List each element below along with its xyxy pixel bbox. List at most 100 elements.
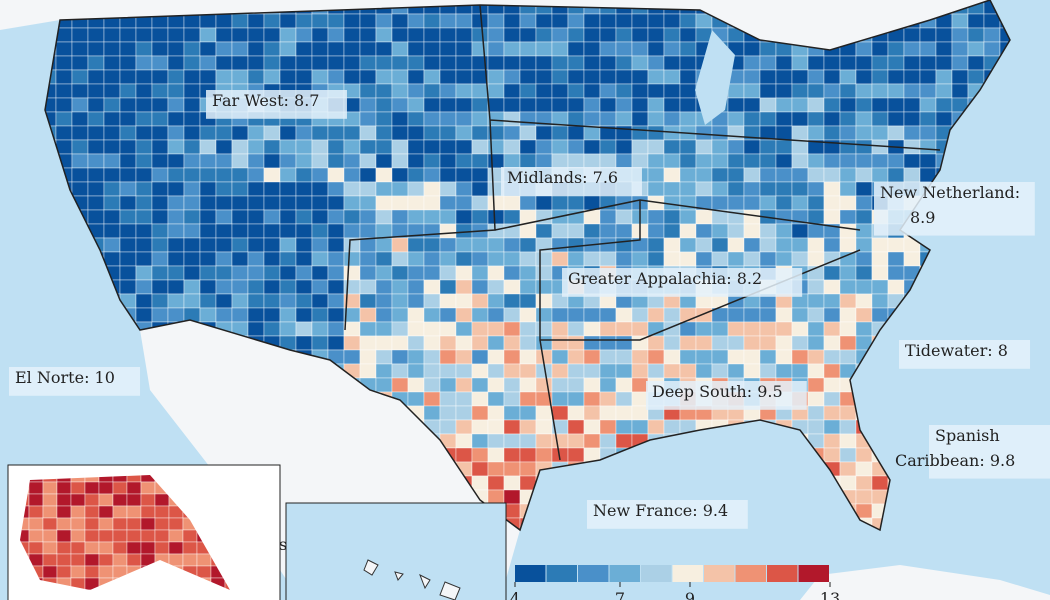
county bbox=[375, 69, 393, 85]
county bbox=[343, 181, 361, 197]
county bbox=[823, 349, 841, 365]
label-box bbox=[587, 500, 748, 529]
county bbox=[343, 153, 361, 169]
county bbox=[823, 111, 841, 127]
county bbox=[71, 125, 89, 141]
county bbox=[423, 167, 441, 183]
county bbox=[375, 97, 393, 113]
county bbox=[631, 349, 649, 365]
county bbox=[231, 153, 249, 169]
label-text: Tidewater: 8 bbox=[905, 341, 1008, 360]
county bbox=[247, 125, 265, 141]
county bbox=[439, 139, 457, 155]
county bbox=[503, 69, 521, 85]
county bbox=[743, 195, 761, 211]
county bbox=[871, 97, 889, 113]
county bbox=[215, 223, 233, 239]
county bbox=[439, 307, 457, 323]
county bbox=[423, 125, 441, 141]
county bbox=[70, 517, 86, 531]
county bbox=[391, 111, 409, 127]
county bbox=[455, 237, 473, 253]
county bbox=[439, 237, 457, 253]
county bbox=[471, 181, 489, 197]
cuba bbox=[800, 565, 1050, 600]
county bbox=[279, 153, 297, 169]
county bbox=[887, 153, 905, 169]
county bbox=[455, 69, 473, 85]
county bbox=[151, 181, 169, 197]
county bbox=[663, 139, 681, 155]
county bbox=[647, 55, 665, 71]
county bbox=[503, 279, 521, 295]
county bbox=[807, 195, 825, 211]
county bbox=[631, 405, 649, 421]
county bbox=[215, 69, 233, 85]
county bbox=[919, 153, 937, 169]
county bbox=[119, 111, 137, 127]
county bbox=[839, 307, 857, 323]
county bbox=[112, 529, 128, 543]
county bbox=[423, 195, 441, 211]
county bbox=[375, 293, 393, 309]
county bbox=[807, 55, 825, 71]
county bbox=[583, 13, 601, 29]
county bbox=[87, 83, 105, 99]
county bbox=[919, 83, 937, 99]
county bbox=[951, 27, 969, 43]
county bbox=[167, 69, 185, 85]
county bbox=[503, 433, 521, 449]
county bbox=[487, 349, 505, 365]
county bbox=[375, 349, 393, 365]
county bbox=[647, 237, 665, 253]
county bbox=[56, 493, 72, 507]
county bbox=[455, 433, 473, 449]
county bbox=[327, 335, 345, 351]
county bbox=[231, 195, 249, 211]
county bbox=[807, 307, 825, 323]
county bbox=[423, 181, 441, 197]
county bbox=[535, 405, 553, 421]
county bbox=[168, 553, 184, 567]
county bbox=[615, 41, 633, 57]
county bbox=[247, 265, 265, 281]
county bbox=[535, 293, 553, 309]
county bbox=[807, 111, 825, 127]
county bbox=[519, 41, 537, 57]
county bbox=[823, 55, 841, 71]
county bbox=[791, 125, 809, 141]
county bbox=[663, 237, 681, 253]
county bbox=[647, 307, 665, 323]
county bbox=[663, 69, 681, 85]
county bbox=[583, 139, 601, 155]
county bbox=[551, 139, 569, 155]
label-text: Caribbean: 9.8 bbox=[895, 451, 1015, 470]
county bbox=[183, 237, 201, 253]
county bbox=[583, 335, 601, 351]
county bbox=[407, 349, 425, 365]
county bbox=[359, 307, 377, 323]
county bbox=[471, 433, 489, 449]
county bbox=[583, 153, 601, 169]
county bbox=[599, 153, 617, 169]
county bbox=[887, 265, 905, 281]
county bbox=[583, 83, 601, 99]
county bbox=[327, 55, 345, 71]
county bbox=[119, 41, 137, 57]
county bbox=[455, 111, 473, 127]
county bbox=[295, 265, 313, 281]
county bbox=[70, 481, 86, 495]
county bbox=[647, 125, 665, 141]
county bbox=[215, 153, 233, 169]
county bbox=[487, 363, 505, 379]
county bbox=[391, 167, 409, 183]
county bbox=[839, 279, 857, 295]
label: El Norte: 10 bbox=[9, 367, 141, 396]
county bbox=[471, 391, 489, 407]
county bbox=[775, 237, 793, 253]
county bbox=[263, 237, 281, 253]
county bbox=[631, 69, 649, 85]
county bbox=[839, 69, 857, 85]
county bbox=[519, 125, 537, 141]
